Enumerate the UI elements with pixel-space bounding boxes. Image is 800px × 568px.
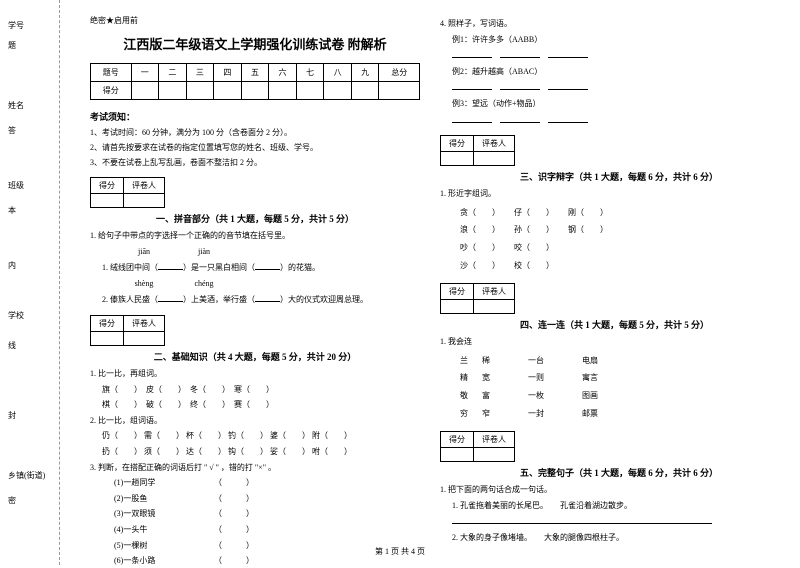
section-2-continued: 4. 照样子，写词语。 例1：许许多多（AABB） 例2：越升越高（ABAC） … — [440, 17, 770, 127]
side-char-xian: 线 — [8, 340, 16, 351]
char-table: 贪（ ）仔（ ）刚（ ） 浪（ ）孙（ ）钢（ ） 吵（ ）咬（ ） 沙（ ）校… — [440, 203, 616, 275]
table-row: 得分 — [91, 82, 420, 100]
rule-item: 2、请首先按要求在试卷的指定位置填写您的姓名、班级、学号。 — [90, 142, 420, 154]
score-summary-table: 题号 一 二 三 四 五 六 七 八 九 总分 得分 — [90, 63, 420, 100]
side-char-feng: 封 — [8, 410, 16, 421]
side-label-xingming: 姓名 — [8, 100, 24, 111]
side-char-da: 答 — [8, 125, 16, 136]
rule-item: 3、不要在试卷上乱写乱画，卷面不整洁扣 2 分。 — [90, 157, 420, 169]
exam-title: 江西版二年级语文上学期强化训练试卷 附解析 — [90, 34, 420, 53]
side-label-xuehao: 学号 — [8, 20, 24, 31]
main-content: 绝密★启用前 江西版二年级语文上学期强化训练试卷 附解析 题号 一 二 三 四 … — [60, 0, 800, 565]
binding-margin: 学号 题 姓名 答 班级 本 内 学校 线 封 乡镇(街道) 密 — [0, 0, 60, 565]
side-char-mi: 密 — [8, 495, 16, 506]
side-char-ti: 题 — [8, 40, 16, 51]
side-label-xuexiao: 学校 — [8, 310, 24, 321]
match-table: 兰稀一台电扇 精宽一则寓言 敬富一枚图画 穷窄一封邮票 — [440, 351, 606, 423]
side-char-ben: 本 — [8, 205, 16, 216]
section-2-title: 二、基础知识（共 4 大题，每题 5 分，共计 20 分） — [90, 350, 420, 363]
side-label-banji: 班级 — [8, 180, 24, 191]
rule-item: 1、考试时间：60 分钟，满分为 100 分（含卷面分 2 分）。 — [90, 127, 420, 139]
rules-heading: 考试须知： — [90, 110, 420, 123]
confidential-tag: 绝密★启用前 — [90, 15, 420, 26]
answer-line[interactable] — [452, 514, 712, 524]
left-column: 绝密★启用前 江西版二年级语文上学期强化训练试卷 附解析 题号 一 二 三 四 … — [80, 15, 430, 540]
section-1-title: 一、拼音部分（共 1 大题，每题 5 分，共计 5 分） — [90, 212, 420, 225]
side-label-xiangzhen: 乡镇(街道) — [8, 470, 45, 481]
section-2-body: 1. 比一比，再组词。 旗（ ） 皮（ ） 冬（ ） 寒（ ） 棋（ ） 破（ … — [90, 367, 420, 568]
table-row: 题号 一 二 三 四 五 六 七 八 九 总分 — [91, 64, 420, 82]
section-4-title: 四、连一连（共 1 大题，每题 5 分，共计 5 分） — [440, 318, 770, 331]
grader-box: 得分评卷人 — [90, 177, 165, 208]
page-footer: 第 1 页 共 4 页 — [375, 546, 425, 557]
section-5-title: 五、完整句子（共 1 大题，每题 6 分，共计 6 分） — [440, 466, 770, 479]
grader-box: 得分评卷人 — [440, 135, 515, 166]
section-4-body: 1. 我会连 兰稀一台电扇 精宽一则寓言 敬富一枚图画 穷窄一封邮票 — [440, 335, 770, 423]
section-1-body: 1. 给句子中带点的字选择一个正确的的音节填在括号里。 jiānjiàn 1. … — [90, 229, 420, 307]
grader-box: 得分评卷人 — [90, 315, 165, 346]
right-column: 4. 照样子，写词语。 例1：许许多多（AABB） 例2：越升越高（ABAC） … — [430, 15, 780, 540]
grader-box: 得分评卷人 — [440, 283, 515, 314]
side-char-nei: 内 — [8, 260, 16, 271]
grader-box: 得分评卷人 — [440, 431, 515, 462]
section-5-body: 1. 把下面的两句话合成一句话。 1. 孔雀拖着美丽的长尾巴。 孔雀沿着湖边散步… — [440, 483, 770, 544]
section-3-title: 三、识字辩字（共 1 大题，每题 6 分，共计 6 分） — [440, 170, 770, 183]
rules-list: 1、考试时间：60 分钟，满分为 100 分（含卷面分 2 分）。 2、请首先按… — [90, 127, 420, 169]
section-3-body: 1. 形近字组词。 贪（ ）仔（ ）刚（ ） 浪（ ）孙（ ）钢（ ） 吵（ ）… — [440, 187, 770, 275]
